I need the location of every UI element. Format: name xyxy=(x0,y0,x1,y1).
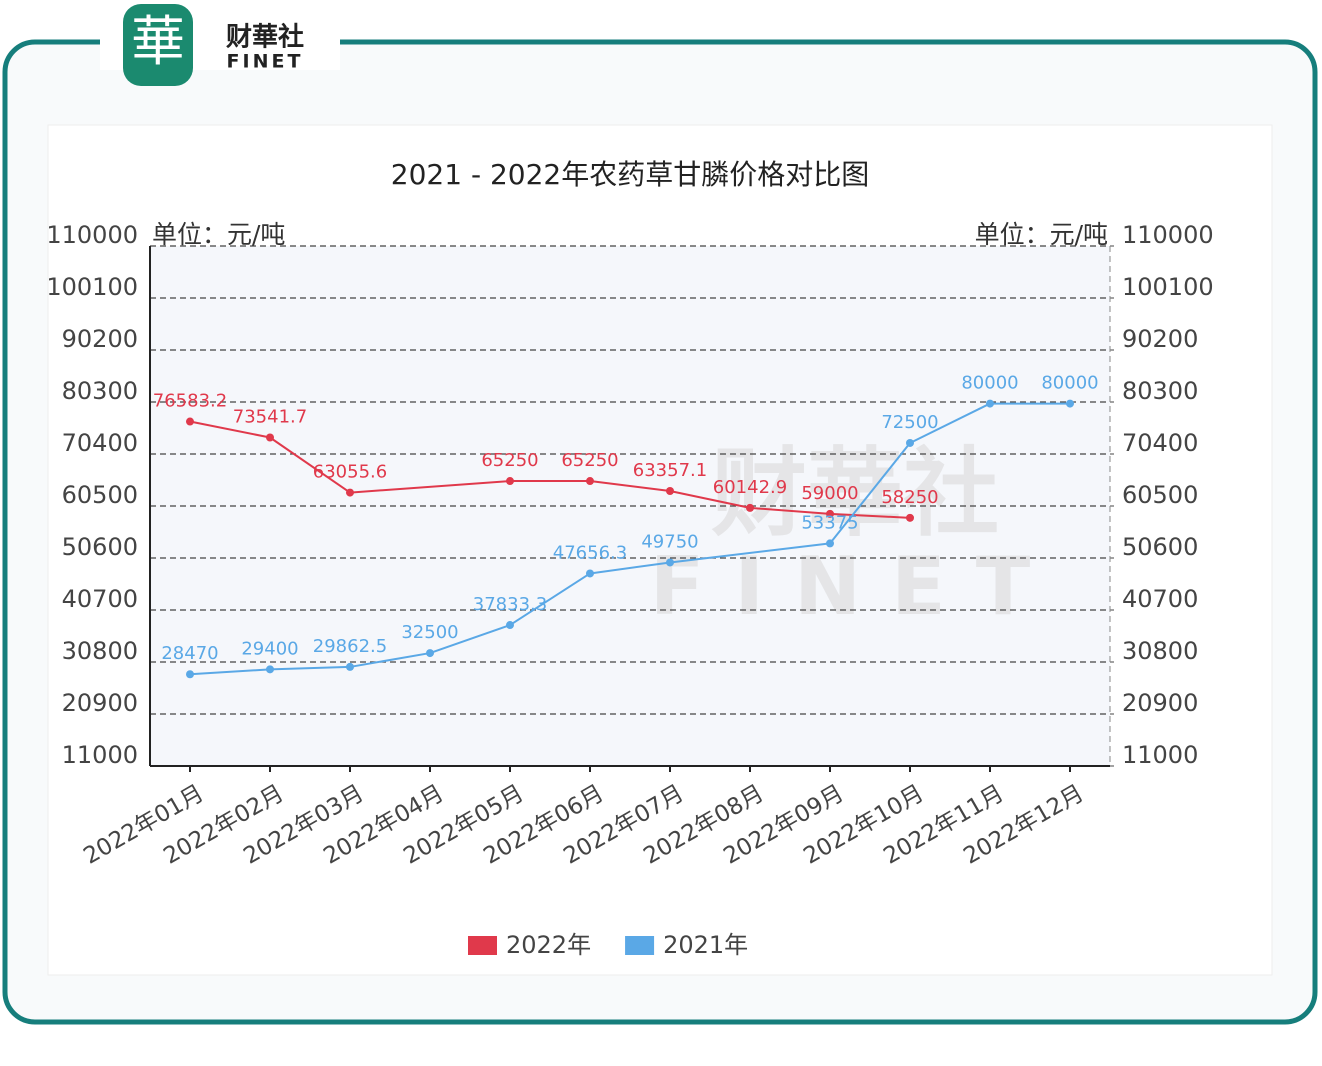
series-line xyxy=(669,542,831,564)
value-label: 37833.3 xyxy=(473,594,547,615)
value-label: 73541.7 xyxy=(233,406,307,427)
y2-tick-label: 60500 xyxy=(1122,481,1198,509)
point xyxy=(586,569,594,578)
legend-swatch xyxy=(468,936,497,955)
y2-tick-label: 70400 xyxy=(1122,429,1198,457)
series-line xyxy=(669,490,751,509)
value-label: 80000 xyxy=(961,373,1018,394)
y-tick-label: 100100 xyxy=(46,273,138,301)
watermark: 财華社 xyxy=(711,437,999,549)
point xyxy=(826,539,834,548)
point xyxy=(346,488,354,497)
series-line xyxy=(589,561,671,575)
y-tick-label: 90200 xyxy=(62,325,138,353)
y2-tick-label: 40700 xyxy=(1122,585,1198,613)
series-line xyxy=(269,665,351,671)
logo: 華 xyxy=(131,10,185,73)
chart-title: 2021 - 2022年农药草甘膦价格对比图 xyxy=(391,158,869,191)
series-line xyxy=(749,506,831,515)
brand-en: FINET xyxy=(227,51,304,73)
y2-tick-label: 30800 xyxy=(1122,637,1198,665)
point xyxy=(986,399,994,408)
series-line xyxy=(829,512,911,519)
y2-unit: 单位：元/吨 xyxy=(975,220,1108,249)
series-line xyxy=(429,624,511,655)
watermark-en: FINET xyxy=(650,540,1061,633)
value-label: 80000 xyxy=(1041,373,1098,394)
y-tick-label: 11000 xyxy=(62,741,138,769)
value-label: 47656.3 xyxy=(553,542,627,563)
point xyxy=(346,662,354,671)
series-line xyxy=(509,572,591,626)
value-label: 49750 xyxy=(641,531,698,552)
series-line xyxy=(189,668,271,676)
value-label: 63055.6 xyxy=(313,462,387,483)
legend-label: 2022年 xyxy=(506,931,591,959)
y2-tick-label: 100100 xyxy=(1122,273,1214,301)
value-label: 28470 xyxy=(161,643,218,664)
y2-tick-label: 20900 xyxy=(1122,689,1198,717)
value-label: 65250 xyxy=(561,450,618,471)
point xyxy=(186,417,194,426)
value-label: 58250 xyxy=(881,487,938,508)
point xyxy=(746,503,754,512)
y-tick-label: 70400 xyxy=(62,429,138,457)
point xyxy=(1066,399,1074,408)
value-label: 29862.5 xyxy=(313,636,387,657)
brand: 财華社 xyxy=(226,22,304,53)
value-label: 59000 xyxy=(801,483,858,504)
y2-tick-label: 11000 xyxy=(1122,741,1198,769)
point xyxy=(906,513,914,522)
series-line xyxy=(349,480,511,494)
series-line xyxy=(589,480,671,492)
point xyxy=(506,477,514,486)
value-label: 63357.1 xyxy=(633,460,707,481)
y-tick-label: 20900 xyxy=(62,689,138,717)
point xyxy=(666,558,674,567)
value-label: 29400 xyxy=(241,638,298,659)
point xyxy=(666,486,674,495)
y-unit: 单位：元/吨 xyxy=(152,220,285,249)
point xyxy=(506,621,514,630)
legend-swatch xyxy=(625,936,655,955)
y-tick-label: 110000 xyxy=(46,221,138,249)
value-label: 60142.9 xyxy=(713,477,787,498)
y-tick-label: 50600 xyxy=(62,533,138,561)
value-label: 72500 xyxy=(881,412,938,433)
series-line xyxy=(269,436,351,494)
logo-box xyxy=(123,4,193,86)
y2-tick-label: 90200 xyxy=(1122,325,1198,353)
point xyxy=(906,438,914,447)
series-line xyxy=(829,442,911,545)
value-label: 53375 xyxy=(801,512,858,533)
point xyxy=(266,665,274,674)
legend-label: 2021年 xyxy=(663,931,748,959)
y-tick-label: 40700 xyxy=(62,585,138,613)
series-line xyxy=(189,420,271,439)
point xyxy=(426,649,434,658)
y-tick-label: 80300 xyxy=(62,377,138,405)
y2-tick-label: 80300 xyxy=(1122,377,1198,405)
series-line xyxy=(349,652,431,668)
point xyxy=(826,509,834,518)
value-label: 76583.2 xyxy=(153,391,227,412)
point xyxy=(186,670,194,679)
series-line xyxy=(909,402,991,444)
y2-tick-label: 110000 xyxy=(1122,221,1214,249)
y-tick-label: 60500 xyxy=(62,481,138,509)
y-tick-label: 30800 xyxy=(62,637,138,665)
value-label: 65250 xyxy=(481,450,538,471)
value-label: 32500 xyxy=(401,622,458,643)
y2-tick-label: 50600 xyxy=(1122,533,1198,561)
point xyxy=(266,433,274,442)
point xyxy=(586,477,594,486)
